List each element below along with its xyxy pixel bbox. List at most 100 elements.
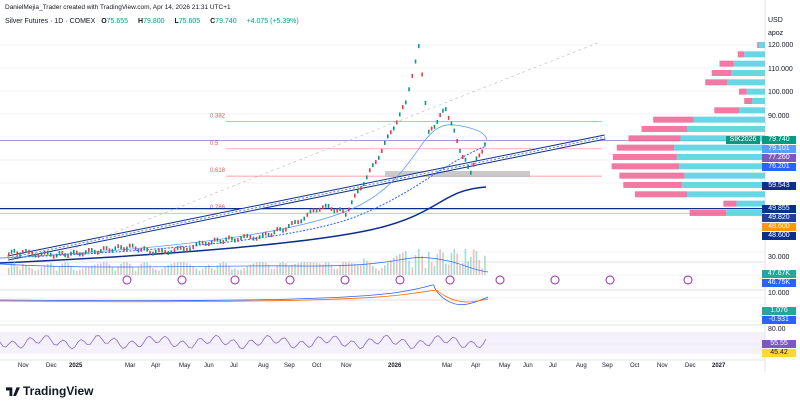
candle	[149, 250, 151, 255]
dividend-marker-icon[interactable]	[122, 275, 132, 285]
candle	[264, 231, 267, 236]
brand-name: TradingView	[23, 384, 94, 398]
time-label: Oct	[312, 363, 322, 369]
candle	[189, 247, 191, 252]
signal-line	[0, 289, 489, 303]
candle	[25, 248, 27, 253]
volume-bar	[176, 262, 179, 275]
volume-bar	[297, 263, 299, 275]
candle	[167, 250, 170, 255]
candle	[433, 124, 436, 129]
volume-bar	[345, 262, 347, 275]
fib-label: 0.382	[210, 114, 226, 120]
volume-profile-down	[619, 172, 685, 179]
candle	[255, 236, 258, 241]
volume-bar	[143, 262, 146, 275]
volume-bar	[158, 270, 160, 275]
candle	[369, 168, 371, 173]
volume-bar	[19, 269, 21, 275]
candle	[204, 241, 207, 246]
volume-profile-down	[719, 60, 734, 67]
candle	[381, 148, 383, 153]
candle	[363, 182, 365, 187]
volume-profile-up	[731, 69, 765, 76]
dividend-marker-icon[interactable]	[340, 275, 350, 285]
volume-bar	[52, 266, 55, 275]
candle	[16, 251, 18, 256]
rsi-band	[0, 332, 765, 354]
volume-bar	[102, 262, 105, 275]
volume-bar	[354, 263, 356, 275]
candle	[8, 252, 10, 257]
volume-bar	[94, 264, 96, 275]
volume-bar	[64, 262, 66, 275]
dividend-marker-icon[interactable]	[395, 275, 405, 285]
candle	[399, 112, 401, 117]
volume-bar	[294, 263, 296, 275]
volume-bar	[312, 262, 315, 275]
volume-bar	[170, 263, 173, 275]
candle	[462, 154, 464, 159]
price-tag: 45.42	[762, 349, 796, 357]
candle	[143, 246, 146, 251]
candle	[303, 216, 306, 221]
dividend-marker-icon[interactable]	[550, 275, 560, 285]
candle	[309, 209, 312, 214]
volume-bar	[240, 269, 242, 275]
candle	[67, 253, 69, 258]
volume-bar	[447, 264, 450, 275]
volume-bar	[445, 263, 447, 275]
dividend-marker-icon[interactable]	[683, 275, 693, 285]
volume-profile-down	[757, 42, 759, 48]
candle	[327, 203, 330, 208]
volume-bar	[167, 265, 170, 275]
candle	[402, 105, 404, 110]
candle	[186, 247, 188, 252]
scale-mode[interactable]: apoz	[768, 30, 784, 37]
volume-bar	[129, 263, 131, 275]
volume-bar	[249, 264, 252, 275]
dividend-marker-icon[interactable]	[230, 275, 240, 285]
candle	[246, 233, 249, 238]
candle	[442, 108, 444, 113]
volume-bar	[155, 269, 157, 275]
volume-bar	[276, 265, 279, 275]
candle	[237, 238, 239, 243]
volume-bar	[366, 260, 368, 275]
volume-ma	[0, 257, 489, 273]
tradingview-logo[interactable]: TradingView	[6, 384, 93, 398]
volume-bar	[79, 269, 81, 275]
dividend-marker-icon[interactable]	[285, 275, 295, 285]
volume-bar	[22, 263, 24, 275]
volume-bar	[252, 263, 255, 275]
fib-label: 0.5	[210, 141, 219, 147]
candle	[216, 237, 219, 242]
candle	[183, 246, 185, 251]
candle	[31, 251, 33, 256]
candle	[366, 175, 368, 180]
dividend-marker-icon[interactable]	[445, 275, 455, 285]
candle	[267, 232, 270, 237]
volume-bar	[192, 266, 194, 275]
volume-bar	[189, 264, 191, 275]
candle	[94, 249, 96, 254]
candle	[79, 252, 81, 257]
volume-profile-down	[641, 125, 687, 132]
volume-bar	[372, 265, 374, 275]
candle	[140, 247, 143, 252]
time-label: May	[499, 363, 511, 369]
price-tick: 110.000	[768, 66, 793, 73]
price-tag: 49.855	[762, 205, 796, 213]
volume-bar	[76, 270, 78, 275]
trend-channel-dash	[7, 136, 606, 259]
volume-bar	[34, 270, 37, 275]
volume-bar	[369, 263, 371, 275]
volume-profile-up	[752, 97, 765, 104]
candle	[467, 165, 469, 170]
dividend-marker-icon[interactable]	[605, 275, 615, 285]
dividend-marker-icon[interactable]	[495, 275, 505, 285]
dividend-marker-icon[interactable]	[177, 275, 187, 285]
volume-bar	[384, 265, 386, 275]
candle	[88, 247, 90, 252]
